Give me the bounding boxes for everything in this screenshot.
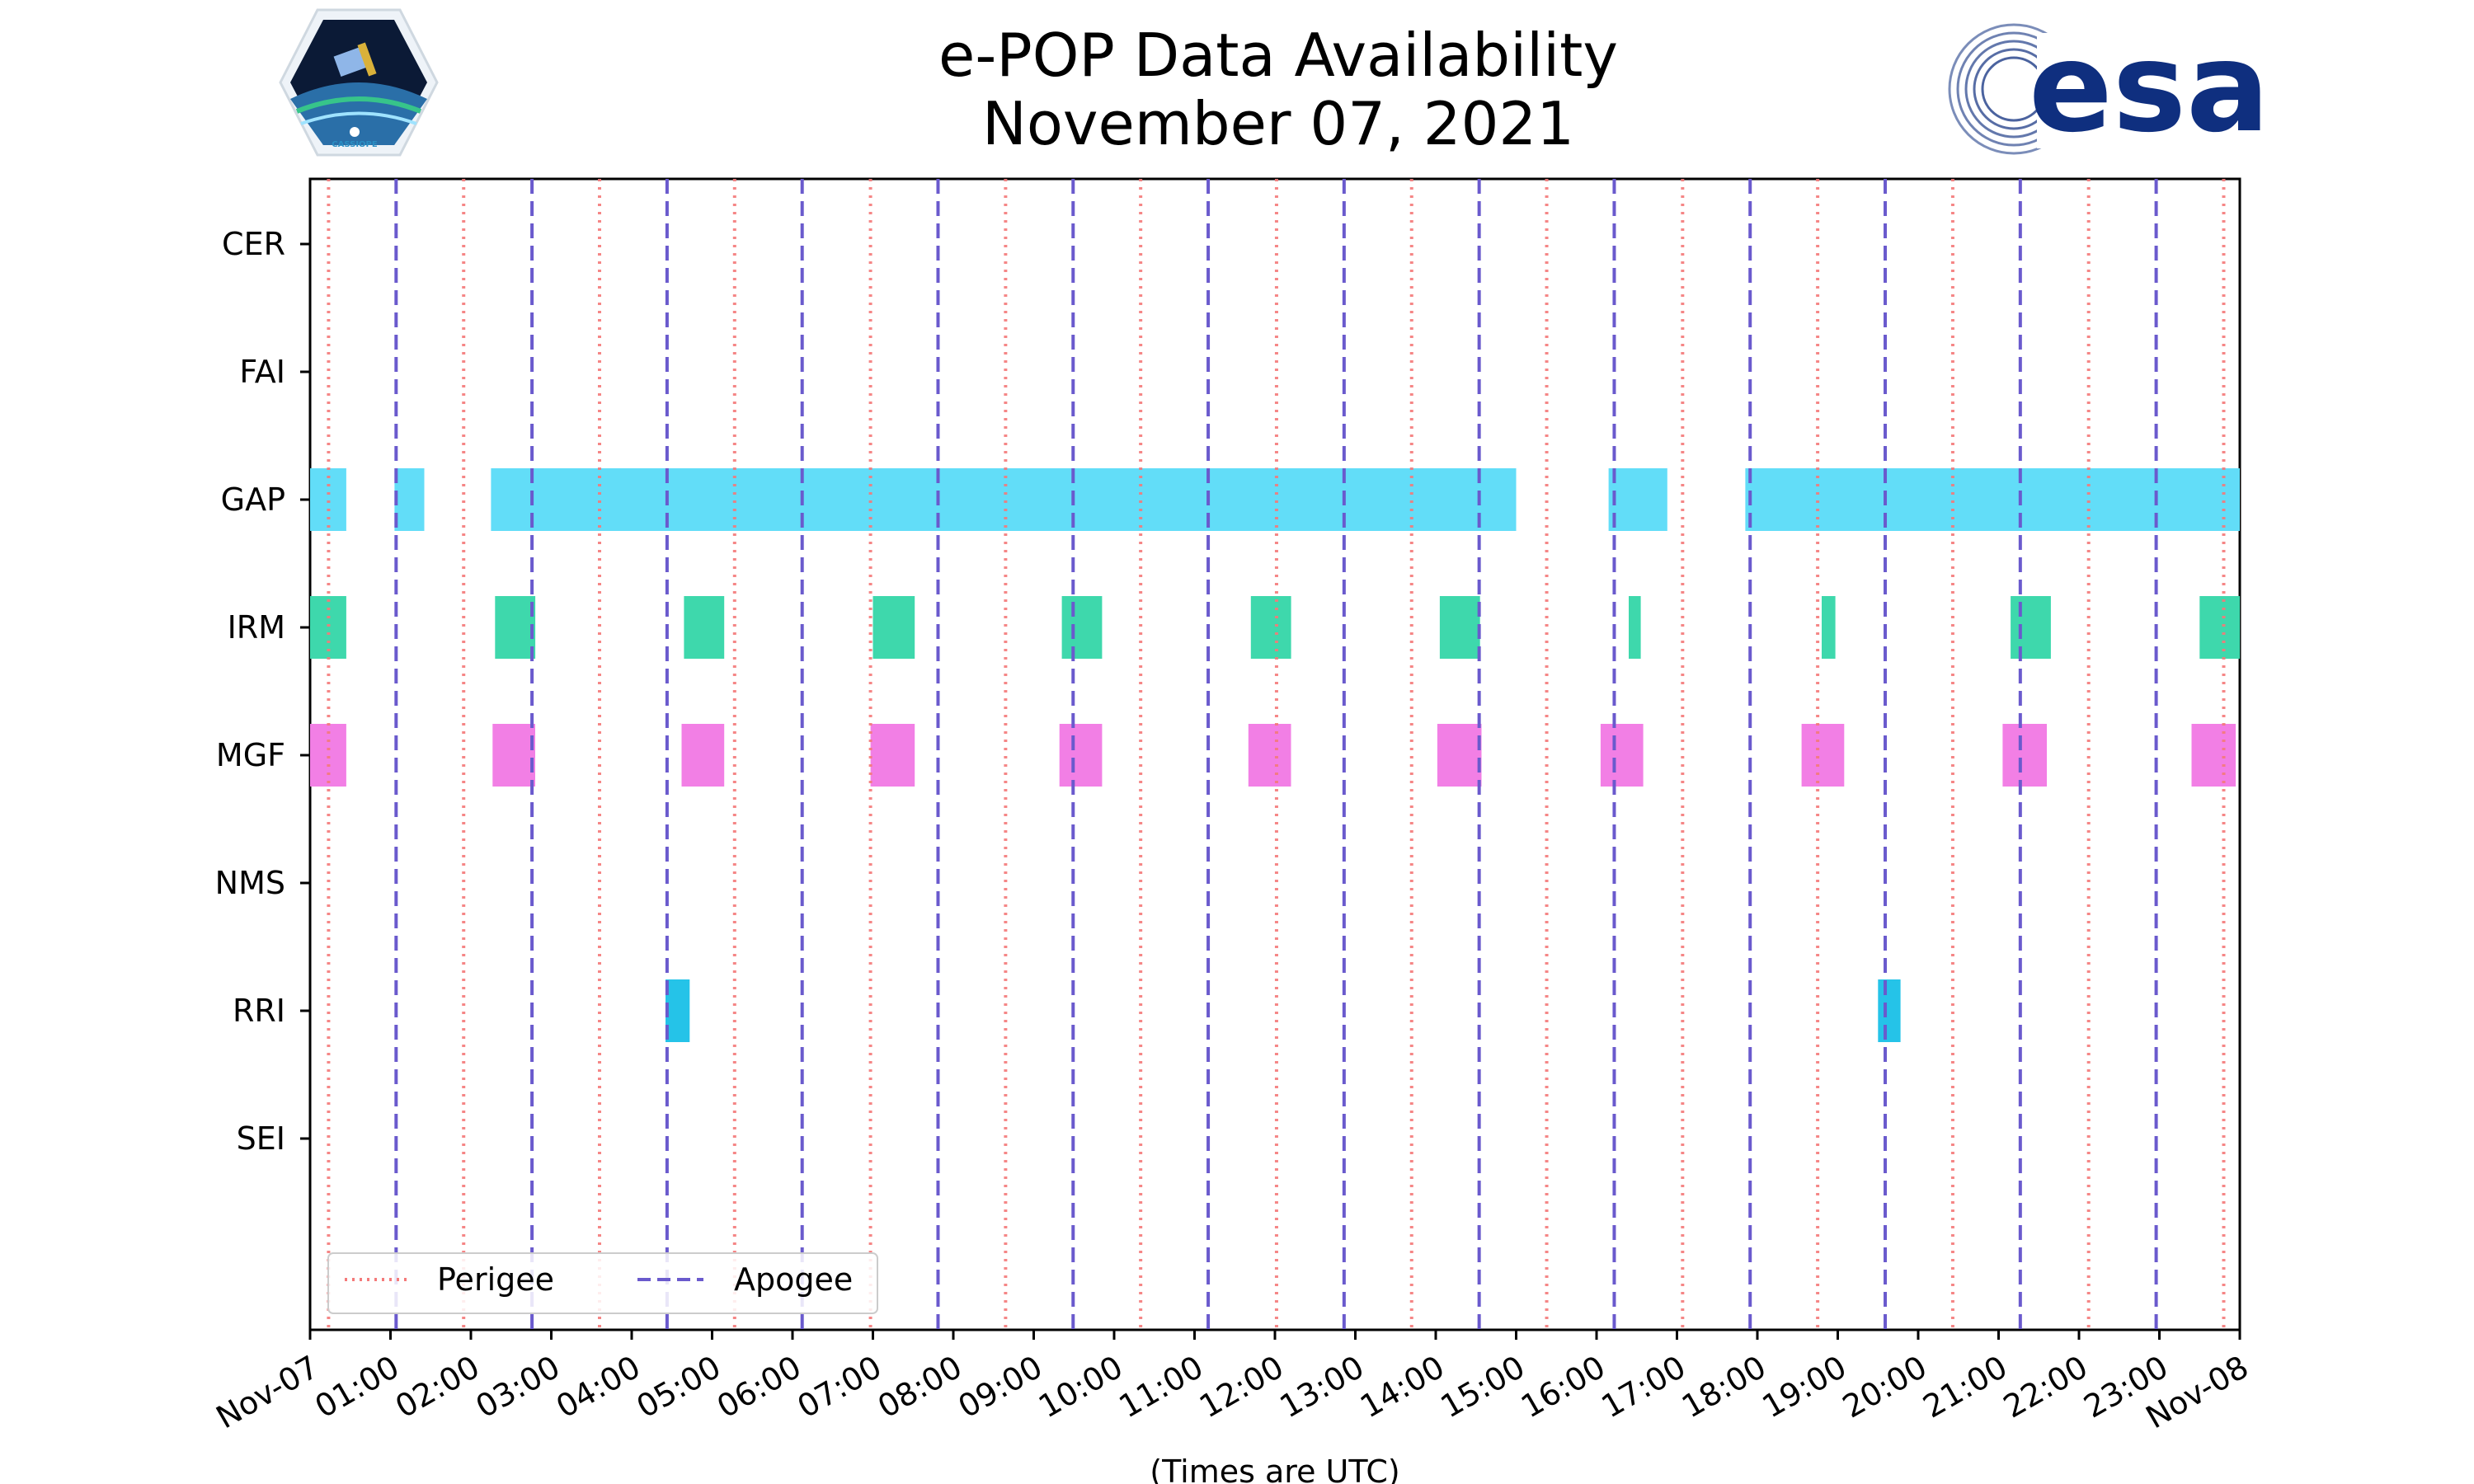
x-tick-label-18: 18:00 (1676, 1349, 1772, 1425)
bar-mgf-6 (1437, 724, 1482, 787)
y-tick-label-sei: SEI (237, 1120, 285, 1157)
x-tick-label-12: 12:00 (1193, 1349, 1290, 1425)
bar-irm-7 (1629, 596, 1641, 659)
x-tick-label-15: 15:00 (1434, 1349, 1531, 1425)
x-tick-label-10: 10:00 (1032, 1349, 1129, 1425)
y-tick-label-cer: CER (222, 226, 285, 262)
orbit-lines-layer (327, 179, 2226, 1330)
bar-gap-0 (310, 468, 346, 531)
legend-box (327, 1252, 878, 1314)
bar-irm-10 (2199, 596, 2241, 659)
y-axis: CER FAI GAP IRM MGF NMS RRI SEI (215, 226, 310, 1157)
x-tick-label-4: 04:00 (550, 1349, 647, 1425)
x-tick-label-13: 13:00 (1273, 1349, 1370, 1425)
bar-mgf-0 (310, 724, 346, 787)
esa-logo: esa (1948, 16, 2269, 160)
y-tick-label-mgf: MGF (216, 737, 285, 773)
legend-perigee-label: Perigee (437, 1261, 554, 1298)
bar-gap-1 (394, 468, 425, 531)
y-tick-label-gap: GAP (221, 481, 285, 518)
bar-gap-2 (491, 468, 1517, 531)
chart-subtitle: November 07, 2021 (982, 89, 1574, 158)
x-tick-label-14: 14:00 (1354, 1349, 1451, 1425)
bar-mgf-1 (492, 724, 535, 787)
bar-mgf-5 (1248, 724, 1291, 787)
x-tick-label-5: 05:00 (630, 1349, 727, 1425)
x-axis: Nov-0701:0002:0003:0004:0005:0006:0007:0… (210, 1330, 2255, 1435)
x-tick-label-1: 01:00 (308, 1349, 405, 1425)
legend-apogee-label: Apogee (734, 1261, 853, 1298)
legend: Perigee Apogee (327, 1252, 878, 1314)
y-tick-label-nms: NMS (215, 865, 285, 901)
bar-mgf-3 (870, 724, 915, 787)
x-tick-label-6: 06:00 (711, 1349, 807, 1425)
bar-mgf-7 (1600, 724, 1644, 787)
bar-rri-1 (1878, 979, 1901, 1042)
x-tick-label-11: 11:00 (1112, 1349, 1209, 1425)
bar-mgf-4 (1059, 724, 1103, 787)
x-tick-label-19: 19:00 (1756, 1349, 1852, 1425)
bar-gap-4 (1745, 468, 2240, 531)
x-tick-label-3: 03:00 (469, 1349, 566, 1425)
bar-irm-3 (872, 596, 915, 659)
bar-irm-4 (1061, 596, 1103, 659)
cassiope-logo: CASSIOPE (279, 8, 439, 157)
bar-gap-3 (1608, 468, 1667, 531)
esa-logo-text: esa (2029, 16, 2269, 160)
bar-irm-8 (1822, 596, 1836, 659)
x-tick-label-9: 09:00 (952, 1349, 1048, 1425)
x-tick-label-21: 21:00 (1917, 1349, 2013, 1425)
x-tick-label-2: 02:00 (389, 1349, 486, 1425)
bar-irm-6 (1439, 596, 1480, 659)
x-tick-label-16: 16:00 (1515, 1349, 1611, 1425)
x-tick-label-22: 22:00 (1997, 1349, 2094, 1425)
cassiope-logo-label: CASSIOPE (332, 140, 378, 149)
bar-irm-1 (495, 596, 536, 659)
bar-mgf-8 (1801, 724, 1845, 787)
x-tick-label-7: 07:00 (791, 1349, 887, 1425)
chart-title: e-POP Data Availability (938, 21, 1618, 90)
y-tick-label-fai: FAI (239, 354, 285, 390)
bar-irm-2 (684, 596, 725, 659)
x-tick-label-0: Nov-07 (210, 1349, 325, 1436)
bar-mgf-10 (2191, 724, 2236, 787)
y-tick-label-rri: RRI (233, 993, 285, 1029)
x-tick-label-8: 08:00 (872, 1349, 968, 1425)
bar-irm-5 (1250, 596, 1291, 659)
x-tick-label-20: 20:00 (1837, 1349, 1933, 1425)
bar-irm-9 (2011, 596, 2051, 659)
bar-mgf-9 (2002, 724, 2047, 787)
bar-rri-0 (666, 979, 690, 1042)
y-tick-label-irm: IRM (228, 609, 285, 646)
bar-mgf-2 (681, 724, 725, 787)
bar-irm-0 (310, 596, 346, 659)
x-axis-label: (Times are UTC) (1150, 1453, 1399, 1484)
x-tick-label-17: 17:00 (1595, 1349, 1691, 1425)
